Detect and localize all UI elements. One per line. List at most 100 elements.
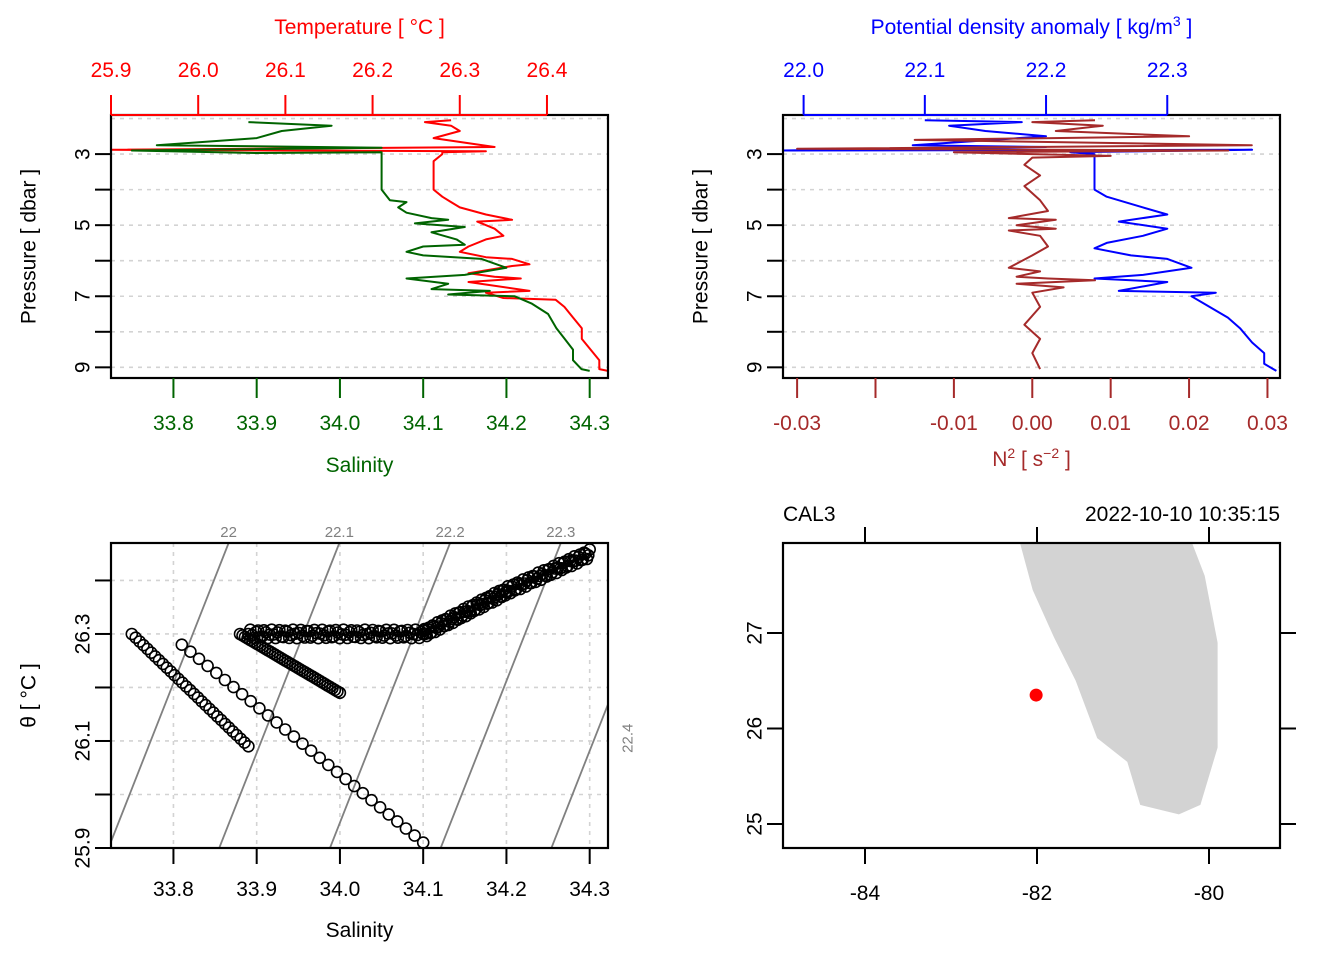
x-tick-label: -84 bbox=[850, 882, 881, 905]
data-point bbox=[294, 623, 308, 637]
y-tick-label: 25 bbox=[744, 812, 767, 835]
x-tick-label: 34.3 bbox=[569, 878, 610, 901]
bottom-tick-label: 34.0 bbox=[319, 412, 360, 435]
data-point bbox=[244, 694, 257, 708]
title-superscript: 3 bbox=[1173, 13, 1181, 29]
data-point bbox=[255, 630, 269, 643]
data-point bbox=[191, 691, 205, 704]
y-tick-label: 9 bbox=[72, 361, 95, 373]
x-tick-label: -80 bbox=[1194, 882, 1224, 905]
panel-density-n2-profile: 3 5 7 9 Pressure [ dbar ] 22.0 22.1 22.2 22.3 -0.… bbox=[690, 13, 1288, 471]
station-name: CAL3 bbox=[783, 503, 836, 526]
data-point bbox=[382, 808, 396, 821]
bottom-tick-label: -0.03 bbox=[773, 412, 821, 435]
y-tick-label: 5 bbox=[72, 219, 95, 231]
data-point bbox=[137, 638, 150, 652]
isopycnal-line bbox=[111, 543, 230, 845]
top-tick-label: 22.0 bbox=[783, 59, 824, 82]
y-tick-label: 26.1 bbox=[72, 721, 95, 762]
data-point bbox=[330, 765, 344, 779]
land-polygon bbox=[1019, 543, 1218, 815]
y-axis-label: Pressure [ dbar ] bbox=[690, 169, 713, 324]
data-point bbox=[203, 702, 216, 716]
data-point bbox=[152, 653, 166, 667]
x-tick-label: 33.9 bbox=[236, 878, 277, 901]
data-point bbox=[218, 673, 232, 687]
data-point bbox=[341, 631, 354, 645]
title-mid: [ s bbox=[1015, 448, 1043, 471]
data-point bbox=[321, 758, 335, 772]
title-superscript-2: −2 bbox=[1043, 445, 1059, 461]
isopycnal-group bbox=[111, 543, 782, 955]
data-point bbox=[390, 815, 404, 828]
data-point bbox=[164, 665, 177, 678]
data-point bbox=[391, 631, 405, 645]
data-point bbox=[168, 668, 181, 682]
series-line-salinity bbox=[130, 121, 590, 372]
y-tick-label: 3 bbox=[744, 148, 767, 160]
data-point bbox=[251, 624, 265, 637]
station-timestamp: 2022-10-10 10:35:15 bbox=[1085, 503, 1280, 526]
data-point bbox=[269, 631, 282, 645]
data-point bbox=[207, 706, 220, 719]
isopycnal-label: 22.3 bbox=[546, 524, 575, 541]
bottom-tick-label: 34.1 bbox=[403, 412, 444, 435]
x-tick-label: 34.1 bbox=[403, 878, 444, 901]
data-point bbox=[175, 638, 189, 652]
bottom-tick-label: 0.01 bbox=[1090, 412, 1131, 435]
plot-area bbox=[111, 119, 608, 372]
data-point bbox=[399, 822, 413, 835]
y-axis-label: θ [ °C ] bbox=[18, 663, 41, 727]
data-point bbox=[125, 627, 139, 641]
scatter-points bbox=[125, 543, 597, 848]
data-point bbox=[315, 623, 329, 637]
isopycnal-line bbox=[620, 543, 782, 955]
x-tick-label: 33.8 bbox=[153, 878, 194, 901]
data-point bbox=[234, 732, 247, 746]
data-point bbox=[172, 672, 185, 686]
bottom-tick-label: -0.01 bbox=[930, 412, 978, 435]
bottom-axis-title: Salinity bbox=[326, 454, 394, 477]
panel-temperature-salinity-profile: 3 5 7 9 Pressure [ dbar ] 25.9 26.0 26.1 26.2 26.… bbox=[18, 16, 611, 477]
bottom-axis-title: N2 [ s−2 ] bbox=[992, 445, 1071, 471]
isopycnal-line bbox=[218, 543, 341, 848]
data-point bbox=[304, 744, 318, 758]
data-point bbox=[280, 625, 294, 639]
series-line-temperature bbox=[111, 119, 608, 372]
data-point bbox=[183, 683, 197, 697]
isopycnal-label: 22 bbox=[220, 524, 237, 541]
data-point bbox=[242, 739, 255, 753]
y-tick-label: 27 bbox=[744, 621, 767, 644]
y-tick-label: 25.9 bbox=[72, 828, 95, 869]
data-point bbox=[211, 710, 224, 723]
data-point bbox=[373, 800, 387, 814]
plot-frame bbox=[109, 541, 610, 850]
map-frame bbox=[781, 541, 1282, 850]
data-point bbox=[253, 701, 266, 715]
data-point bbox=[148, 650, 162, 663]
top-tick-label: 26.3 bbox=[439, 59, 480, 82]
data-point bbox=[187, 687, 201, 701]
isopycnal-label: 22.2 bbox=[435, 524, 464, 541]
data-point bbox=[230, 728, 243, 742]
top-tick-label: 26.1 bbox=[265, 59, 306, 82]
data-point bbox=[298, 631, 312, 644]
top-axis-title: Potential density anomaly [ kg/m3 ] bbox=[871, 13, 1193, 39]
bottom-tick-label: 33.9 bbox=[236, 412, 277, 435]
isopycnal-label: 22.1 bbox=[325, 524, 354, 541]
data-point bbox=[247, 631, 261, 645]
data-point bbox=[227, 680, 240, 694]
data-point bbox=[214, 713, 228, 727]
data-point bbox=[339, 772, 352, 786]
y-tick-label: 26.3 bbox=[72, 614, 95, 655]
data-point bbox=[319, 631, 333, 645]
series-line-potential-density-anomaly bbox=[783, 119, 1277, 372]
panel-station-map: -84 -82 -80 25 26 27 CAL3 2022-10-10 10:35:15 bbox=[744, 503, 1296, 905]
title-end: ] bbox=[1181, 16, 1193, 39]
data-point bbox=[270, 716, 283, 729]
data-point bbox=[374, 625, 387, 638]
top-tick-label: 22.2 bbox=[1026, 59, 1067, 82]
data-point bbox=[160, 661, 174, 675]
top-tick-label: 26.4 bbox=[527, 59, 568, 82]
title-text: Potential density anomaly [ kg/m bbox=[871, 16, 1173, 39]
